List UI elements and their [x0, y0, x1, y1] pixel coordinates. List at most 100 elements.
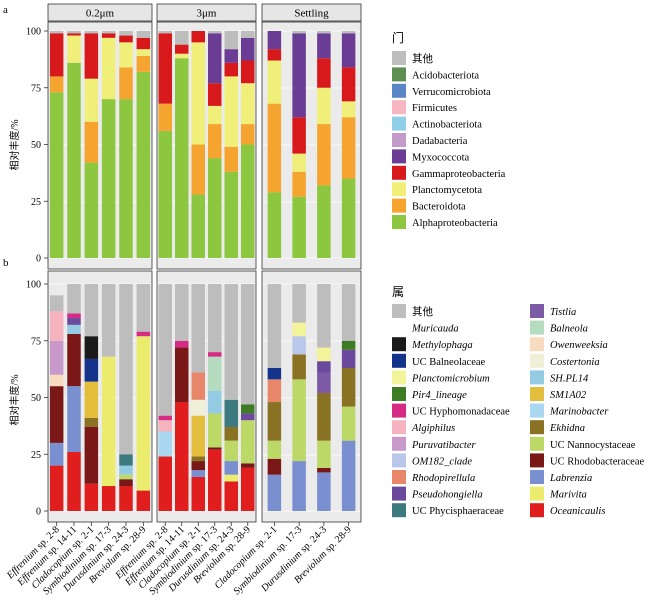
legend-entry: 其他 — [412, 305, 433, 318]
bar-segment — [317, 33, 331, 59]
facet-background — [157, 22, 256, 269]
bar-segment — [224, 76, 238, 147]
facet-frame — [47, 270, 153, 523]
panel-b: b 相对丰度/% 0 25 50 75 100 — [3, 257, 362, 523]
bar-segment — [317, 440, 331, 468]
y-tick-label: 75 — [31, 336, 41, 347]
legend-entry: Tistlia — [550, 307, 576, 318]
legend-swatch — [392, 470, 406, 484]
legend-swatch — [392, 370, 406, 385]
bar-segment — [292, 354, 306, 380]
bar-segment — [84, 358, 99, 382]
legend-swatch — [530, 420, 544, 435]
bar-segment — [241, 83, 255, 125]
legend-swatch — [392, 453, 406, 468]
legend-swatch — [392, 182, 406, 197]
bar-segment — [158, 284, 172, 416]
legend-entry: Pseudohongiella — [411, 490, 483, 501]
legend-swatch — [392, 133, 406, 147]
y-axis-title: 相对丰度/% — [8, 119, 21, 170]
bar-segment — [208, 105, 222, 125]
bar-segment — [119, 284, 133, 455]
bar-segment — [119, 465, 133, 475]
bar-segment — [101, 99, 116, 258]
legend-title: 门 — [392, 30, 404, 45]
bar-segment — [101, 33, 116, 38]
y-tick-label: 75 — [31, 83, 41, 94]
legend-entry: Algiphilus — [411, 423, 455, 434]
bar-segment — [267, 474, 282, 511]
bar-segment — [267, 284, 282, 368]
facet-label: Settling — [294, 8, 329, 20]
bar-segment — [208, 83, 222, 106]
legend-swatch — [530, 337, 544, 352]
bar-segment — [84, 483, 99, 511]
bar-segment — [67, 35, 81, 63]
bar-segment — [136, 490, 151, 511]
bar-segment — [158, 31, 172, 34]
y-tick-label: 50 — [31, 140, 41, 151]
bar-segment — [317, 372, 331, 393]
legend-swatch — [530, 320, 544, 335]
legend-entry: Muricauda — [411, 324, 459, 335]
bar-segment — [84, 284, 99, 337]
bar-segment — [241, 144, 255, 258]
legend-genus: 属其他 Muricauda Methylophaga UC Balneolaceae P… — [392, 285, 645, 518]
bar-segment — [341, 367, 356, 407]
bar-segment — [175, 31, 189, 45]
legend-swatch — [392, 436, 406, 451]
bar-segment — [191, 194, 205, 258]
legend-entry: UC Balneolaceae — [412, 357, 486, 368]
bar-segment — [191, 42, 205, 145]
legend-entry: UC Hyphomonadaceae — [412, 407, 510, 418]
bar-segment — [119, 474, 133, 480]
bar-segment — [267, 192, 282, 258]
bar-segment — [292, 171, 306, 197]
legend-swatch — [392, 215, 406, 229]
facet-background — [48, 271, 152, 522]
legend-swatch — [392, 503, 406, 518]
bar-segment — [341, 31, 356, 34]
facet-frame — [261, 270, 362, 523]
legend-entry: Pir4_lineage — [411, 390, 467, 401]
legend-swatch — [392, 149, 406, 164]
legend-swatch — [392, 486, 406, 501]
legend-entry: Firmicutes — [412, 103, 457, 114]
legend-swatch — [530, 387, 544, 401]
bar-segment — [84, 417, 99, 428]
bar-segment — [224, 399, 238, 428]
legend-entry: Methylophaga — [411, 340, 473, 351]
bar-segment — [224, 171, 238, 258]
legend-swatch — [530, 403, 544, 418]
bar-segment — [84, 78, 99, 122]
bar-segment — [67, 386, 81, 452]
bar-segment — [158, 103, 172, 131]
bar-segment — [175, 58, 189, 258]
bar-segment — [49, 31, 64, 34]
bar-segment — [119, 67, 133, 100]
bar-segment — [119, 479, 133, 487]
facet-frame — [156, 270, 257, 523]
bar-segment — [119, 42, 133, 68]
legend-entry: Gammaproteobacteria — [412, 169, 506, 180]
legend-swatch — [530, 436, 544, 451]
panel-label: a — [3, 4, 8, 16]
legend-entry: Marivita — [549, 490, 587, 501]
panel-a: a 相对丰度/% 0 25 50 75 100 0.2μm 3μm Settling — [3, 3, 362, 270]
legend-swatch — [392, 116, 406, 131]
bar-segment — [67, 62, 81, 258]
bar-segment — [208, 390, 222, 414]
bar-segment — [84, 381, 99, 418]
bar-segment — [136, 71, 151, 258]
bar-segment — [191, 415, 205, 457]
bar-segment — [292, 336, 306, 355]
legend-entry: Acidobacteriota — [412, 70, 479, 81]
bar-segment — [292, 461, 306, 511]
bar-segment — [241, 124, 255, 145]
bar-segment — [267, 60, 282, 104]
bar-segment — [317, 392, 331, 441]
bar-segment — [341, 406, 356, 441]
bar-segment — [84, 162, 99, 258]
bar-segment — [136, 49, 151, 56]
panel-label: b — [3, 257, 9, 269]
